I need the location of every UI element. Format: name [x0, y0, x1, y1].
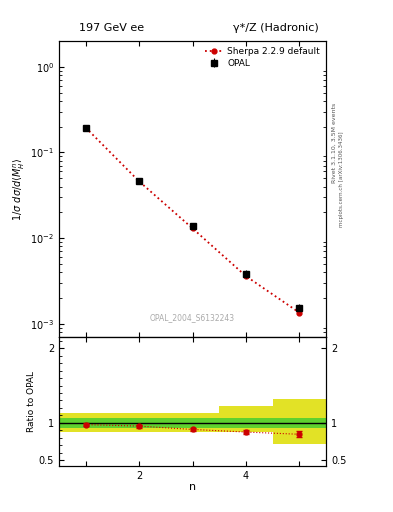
X-axis label: n: n	[189, 482, 196, 492]
Text: γ*/Z (Hadronic): γ*/Z (Hadronic)	[233, 23, 318, 33]
Sherpa 2.2.9 default	[83, 124, 88, 131]
Text: OPAL_2004_S6132243: OPAL_2004_S6132243	[150, 313, 235, 323]
Text: 197 GeV ee: 197 GeV ee	[79, 23, 144, 33]
Line: Sherpa 2.2.9 default: Sherpa 2.2.9 default	[83, 125, 302, 315]
Y-axis label: Ratio to OPAL: Ratio to OPAL	[27, 371, 36, 432]
Text: Rivet 3.1.10, 3.5M events: Rivet 3.1.10, 3.5M events	[332, 103, 337, 183]
Sherpa 2.2.9 default	[137, 178, 141, 184]
Y-axis label: $1/\sigma\ d\sigma/d\langle M_H^n\rangle$: $1/\sigma\ d\sigma/d\langle M_H^n\rangle…	[12, 157, 28, 221]
Sherpa 2.2.9 default	[190, 225, 195, 231]
Text: mcplots.cern.ch [arXiv:1306.3436]: mcplots.cern.ch [arXiv:1306.3436]	[339, 132, 344, 227]
Sherpa 2.2.9 default	[244, 273, 248, 279]
Sherpa 2.2.9 default	[297, 310, 302, 316]
Legend: Sherpa 2.2.9 default, OPAL: Sherpa 2.2.9 default, OPAL	[203, 46, 322, 70]
